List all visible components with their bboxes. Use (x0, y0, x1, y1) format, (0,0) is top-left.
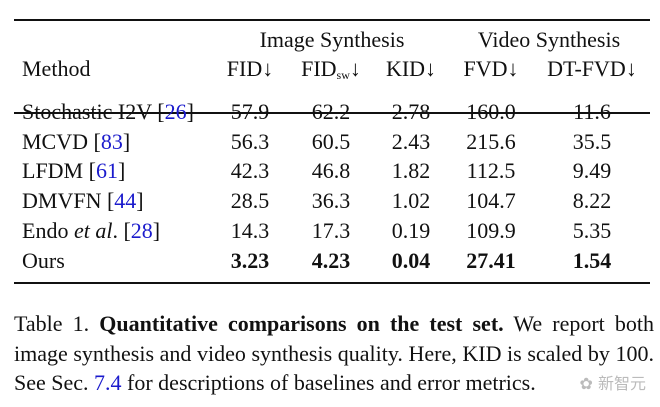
table-cell: 160.0 (466, 99, 516, 124)
citation-link[interactable]: 28 (130, 217, 153, 243)
method-name: Stochastic I2V [26] (22, 99, 194, 124)
down-arrow-icon: ↓ (625, 56, 637, 81)
watermark-logo: ✿ 新智元 (579, 374, 647, 393)
column-header: FVD↓ (463, 56, 518, 82)
method-text: DMVFN (22, 188, 107, 214)
caption-text-end: for descriptions of baselines and error … (121, 370, 536, 395)
citation-link[interactable]: 44 (114, 188, 137, 214)
method-text: MCVD (22, 128, 94, 154)
table-cell: 56.3 (230, 128, 270, 154)
down-arrow-icon: ↓ (262, 56, 274, 81)
table-cell: 215.6 (466, 128, 516, 154)
table-cell: 0.19 (391, 217, 431, 243)
column-label: FID (226, 56, 263, 81)
table-cell: 57.9 (230, 99, 270, 124)
table-cell: 112.5 (466, 158, 516, 184)
method-text: Endo (22, 217, 74, 243)
table-cell: 0.04 (391, 247, 431, 273)
method-name: LFDM [61] (22, 158, 126, 184)
table-cell: 36.3 (311, 188, 351, 214)
table-cell: 2.43 (391, 128, 431, 154)
down-arrow-icon: ↓ (349, 56, 361, 81)
table-cell: 1.82 (391, 158, 431, 184)
method-after: . (112, 217, 124, 243)
group-header-image: Image Synthesis (259, 27, 405, 52)
column-label: DT-FVD (547, 56, 626, 81)
method-header: Method (22, 56, 91, 81)
table-cell: 3.23 (230, 247, 270, 273)
header-rule (14, 112, 650, 114)
column-label: KID (385, 56, 426, 81)
column-header: KID↓ (386, 56, 436, 82)
table-cell: 1.02 (391, 188, 431, 214)
column-subscript: sw (336, 68, 350, 82)
table-cell: 104.7 (466, 188, 516, 214)
method-italic: et al (73, 217, 113, 243)
column-header: DT-FVD↓ (547, 56, 637, 82)
top-rule (14, 19, 650, 21)
table-cell: 42.3 (230, 158, 270, 184)
method-name: Ours (22, 248, 65, 274)
table-cell: 9.49 (572, 158, 612, 184)
down-arrow-icon: ↓ (507, 56, 519, 81)
citation-link[interactable]: 61 (95, 158, 118, 184)
down-arrow-icon: ↓ (425, 56, 437, 81)
column-header: FID↓ (227, 56, 273, 82)
table-cell: 35.5 (572, 128, 612, 154)
column-label: FVD (463, 56, 508, 81)
table-cell: 62.2 (311, 99, 351, 124)
caption-text: We report both image synthesis and video… (14, 311, 655, 395)
table-cell: 17.3 (311, 217, 351, 243)
table-cell: 1.54 (572, 247, 612, 273)
table-cell: 11.6 (573, 99, 611, 124)
caption-label: Table 1. (14, 311, 100, 336)
table-cell: 109.9 (466, 217, 516, 243)
table-cell: 60.5 (311, 128, 351, 154)
method-text: Stochastic I2V (22, 99, 158, 124)
method-text: Ours (22, 247, 65, 273)
table-cell: 8.22 (572, 188, 612, 214)
table-cell: 46.8 (311, 158, 351, 184)
caption-title: Quantitative comparisons on the test set… (99, 311, 504, 336)
group-header-video: Video Synthesis (477, 27, 621, 52)
column-label: FID (301, 56, 337, 81)
citation-link[interactable]: 83 (100, 128, 123, 154)
method-name: MCVD [83] (22, 128, 131, 154)
table-cell: 14.3 (230, 217, 270, 243)
table-cell: 28.5 (230, 188, 270, 214)
column-header: FIDsw↓ (301, 56, 361, 88)
bottom-rule (14, 282, 650, 284)
method-name: Endo et al. [28] (22, 217, 161, 243)
table-caption: Table 1. Quantitative comparisons on the… (14, 309, 654, 398)
method-text: LFDM (22, 158, 89, 184)
citation-link[interactable]: 26 (164, 99, 187, 124)
table-cell: 2.78 (391, 99, 431, 124)
table-cell: 4.23 (311, 247, 351, 273)
method-name: DMVFN [44] (22, 188, 144, 214)
table-cell: 27.41 (466, 247, 516, 273)
section-link[interactable]: 7.4 (94, 370, 122, 395)
table-cell: 5.35 (572, 217, 612, 243)
